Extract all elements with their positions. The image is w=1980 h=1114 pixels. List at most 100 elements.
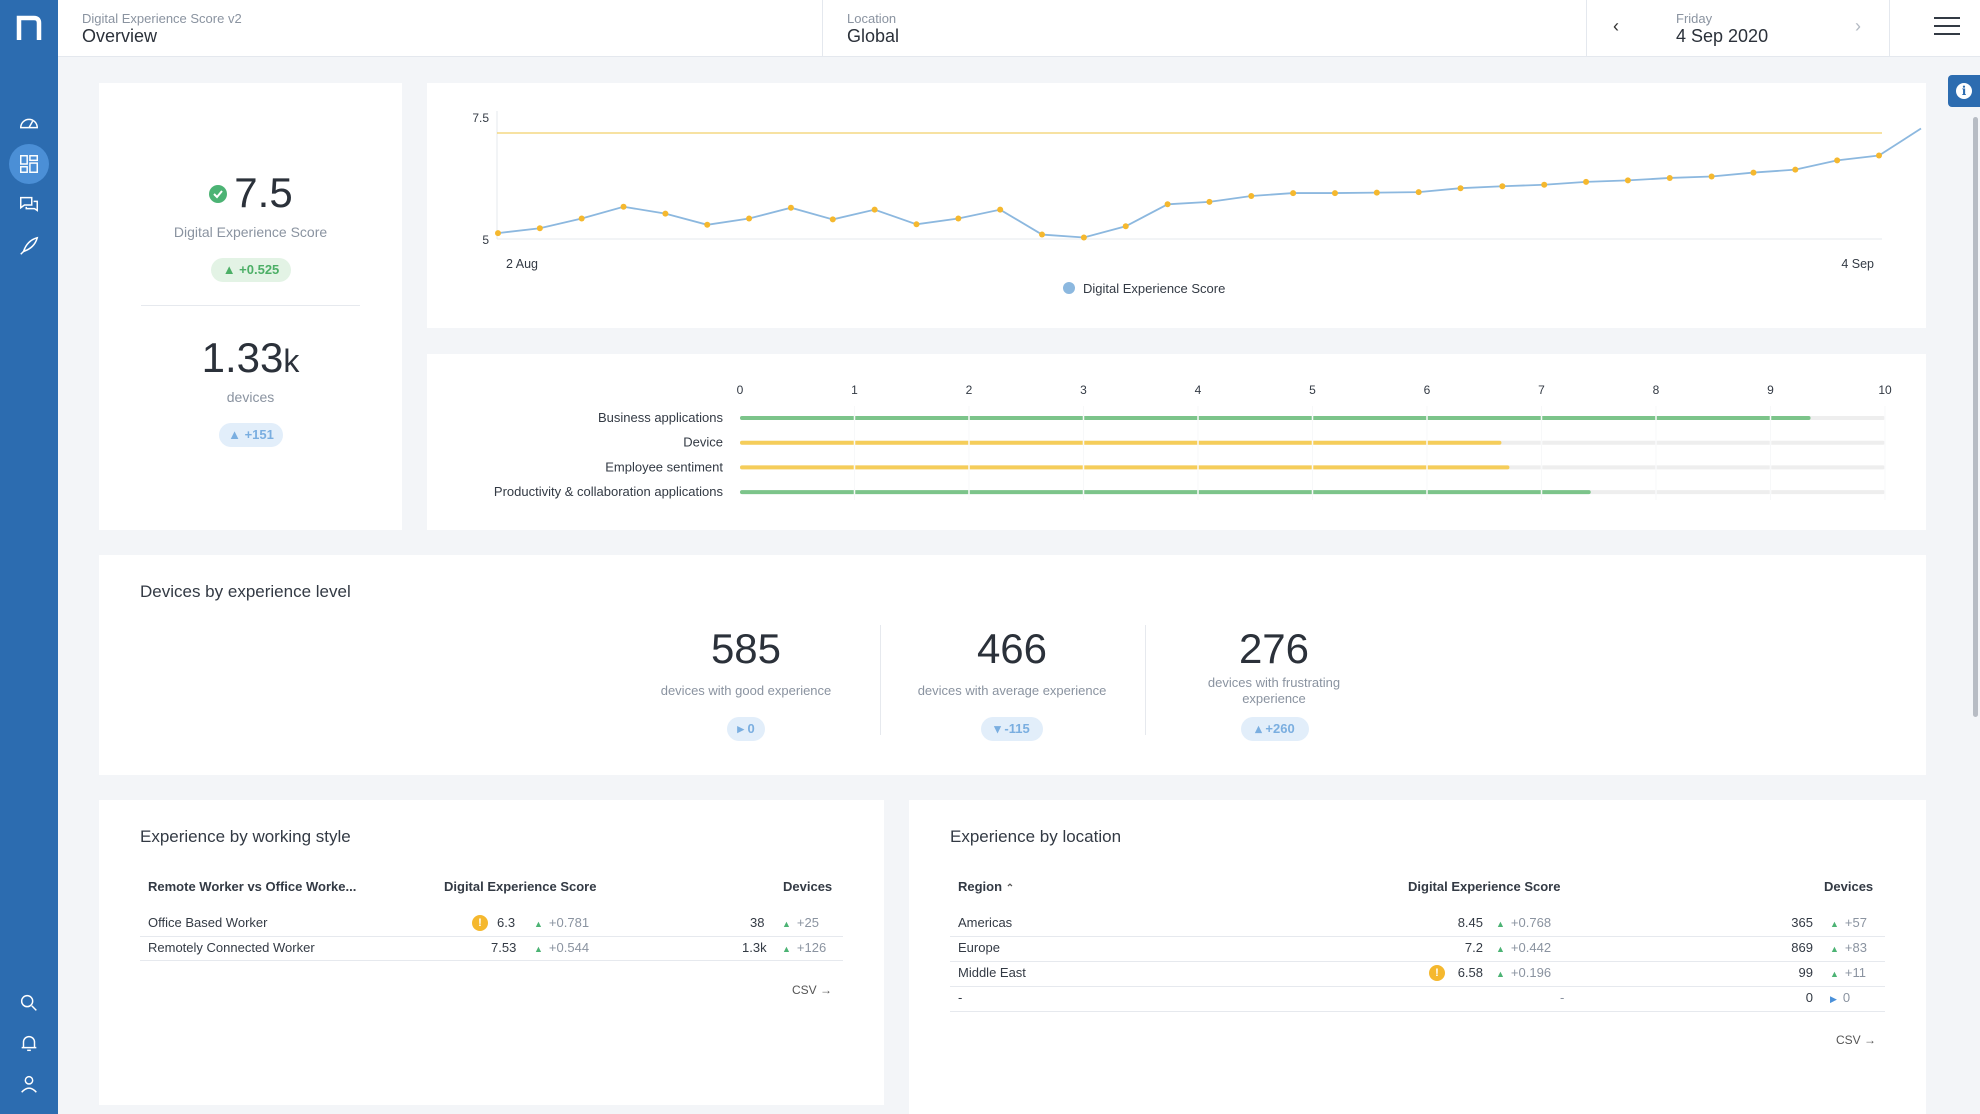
- data-point: [997, 206, 1004, 213]
- data-point: [746, 215, 753, 222]
- section-title: Experience by working style: [140, 827, 351, 846]
- delta-value: 0: [1842, 990, 1851, 1005]
- delta-value: +126: [796, 940, 827, 955]
- col-header-score[interactable]: Digital Experience Score: [444, 879, 597, 894]
- up-arrow-icon: ▲: [1496, 944, 1505, 954]
- scrollbar[interactable]: [1972, 57, 1980, 1114]
- next-date-button[interactable]: ›: [1855, 16, 1861, 36]
- divider: [141, 305, 360, 306]
- dashboard-icon: [20, 118, 38, 129]
- csv-export-link[interactable]: CSV →: [792, 983, 833, 997]
- row-name: Remotely Connected Worker: [148, 940, 315, 955]
- x-tick-label: 3: [1080, 383, 1087, 397]
- up-arrow-icon: ▲: [534, 919, 543, 929]
- date-selector[interactable]: ‹ Friday 4 Sep 2020 ›: [1587, 0, 1890, 57]
- row-devices-delta: ▲ +83: [1830, 940, 1867, 955]
- row-devices: 0: [1805, 990, 1813, 1005]
- divider: [1145, 625, 1146, 735]
- y-tick-label: 5: [482, 233, 489, 247]
- warning-icon: !: [472, 915, 488, 931]
- devices-number: 1.33: [201, 334, 284, 381]
- sidebar-item-chat[interactable]: [9, 185, 49, 225]
- x-start-label: 2 Aug: [506, 257, 538, 271]
- data-point: [1624, 177, 1631, 184]
- row-divider: [950, 1011, 1885, 1012]
- frustrating-label: devices with frustrating experience: [1207, 675, 1341, 706]
- col-header-devices[interactable]: Devices: [783, 879, 833, 894]
- data-point: [913, 221, 920, 228]
- csv-export-link[interactable]: CSV →: [1836, 1033, 1877, 1047]
- x-tick-label: 1: [851, 383, 858, 397]
- sidebar-item-dashboard[interactable]: [9, 103, 49, 143]
- row-name: -: [958, 990, 963, 1005]
- prev-date-button[interactable]: ‹: [1613, 16, 1619, 36]
- location-selector[interactable]: Location Global: [823, 0, 1587, 57]
- devices-value: 1.33k: [99, 334, 402, 382]
- x-tick-label: 2: [966, 383, 973, 397]
- row-score: 8.45: [1457, 915, 1483, 930]
- up-arrow-icon: ▲: [1830, 919, 1839, 929]
- user-icon: [21, 1075, 37, 1093]
- row-divider: [950, 936, 1885, 937]
- x-tick-label: 5: [1309, 383, 1316, 397]
- sidebar-item-user[interactable]: [9, 1064, 49, 1104]
- row-score-delta: ▲ +0.442: [1496, 940, 1551, 955]
- row-score: 6.58: [1457, 965, 1483, 980]
- right-arrow-icon: ▶: [1830, 994, 1837, 1004]
- data-point: [1039, 231, 1046, 238]
- data-point: [1331, 190, 1338, 197]
- overview-grid-icon: [20, 155, 38, 173]
- data-point: [1583, 178, 1590, 185]
- row-name: Europe: [958, 940, 1000, 955]
- row-devices-delta: ▲ +57: [1830, 915, 1867, 930]
- row-devices-delta: ▶ 0: [1830, 990, 1850, 1005]
- day-label: Friday: [1676, 11, 1713, 26]
- page-title-section: Digital Experience Score v2 Overview: [58, 0, 823, 57]
- data-point: [1541, 181, 1548, 188]
- row-score: 7.53: [491, 940, 517, 955]
- x-tick-label: 4: [1195, 383, 1202, 397]
- col-header-region[interactable]: Region ⌃: [958, 879, 1014, 894]
- data-point: [1080, 234, 1087, 241]
- x-end-label: 4 Sep: [1841, 257, 1874, 271]
- col-header-group[interactable]: Remote Worker vs Office Worke...: [148, 879, 357, 894]
- menu-bar: [1934, 25, 1960, 27]
- up-arrow-icon: ▲: [782, 919, 791, 929]
- good-count: 585: [710, 625, 782, 672]
- legend-label: Digital Experience Score: [1083, 281, 1225, 296]
- series-line-extension: [1878, 127, 1922, 157]
- score-breakdown-card: 0 1 2 3 4 5 6 7 8 9 10 Business applications Device E…: [427, 354, 1926, 530]
- row-score-delta: -: [1560, 990, 1564, 1005]
- sidebar-item-launch[interactable]: [9, 226, 49, 266]
- info-button[interactable]: i: [1948, 75, 1980, 107]
- sidebar-item-search[interactable]: [9, 983, 49, 1023]
- col-header-devices[interactable]: Devices: [1824, 879, 1874, 894]
- x-tick-label: 6: [1424, 383, 1431, 397]
- location-value: Global: [847, 26, 900, 46]
- up-arrow-icon: ▲: [1496, 919, 1505, 929]
- app-logo[interactable]: [14, 12, 44, 42]
- sidebar-item-overview[interactable]: [9, 144, 49, 184]
- data-point: [578, 215, 585, 222]
- row-devices: 99: [1798, 965, 1813, 980]
- row-devices: 365: [1791, 915, 1813, 930]
- row-score-delta: ▲ +0.544: [534, 940, 589, 955]
- data-point: [1164, 201, 1171, 208]
- category-label: Device: [683, 435, 723, 450]
- rocket-icon: [20, 236, 39, 255]
- sidebar-item-notifications[interactable]: [9, 1023, 49, 1063]
- row-divider: [140, 960, 843, 961]
- col-header-score[interactable]: Digital Experience Score: [1408, 879, 1561, 894]
- average-count: 466: [976, 625, 1048, 672]
- page-title: Overview: [82, 26, 158, 46]
- working-style-card: Experience by working style Remote Worke…: [99, 800, 884, 1105]
- scrollbar-thumb[interactable]: [1973, 117, 1978, 717]
- menu-button[interactable]: [1934, 17, 1960, 39]
- frustrating-count: 276: [1238, 625, 1310, 672]
- data-point: [1373, 189, 1380, 196]
- delta-value: -: [1560, 990, 1565, 1005]
- section-title: Experience by location: [950, 827, 1122, 846]
- row-score-delta: ▲ +0.196: [1496, 965, 1551, 980]
- data-point: [1122, 223, 1129, 230]
- score-breakdown-chart: 0 1 2 3 4 5 6 7 8 9 10 Business applications Device E…: [494, 383, 1892, 500]
